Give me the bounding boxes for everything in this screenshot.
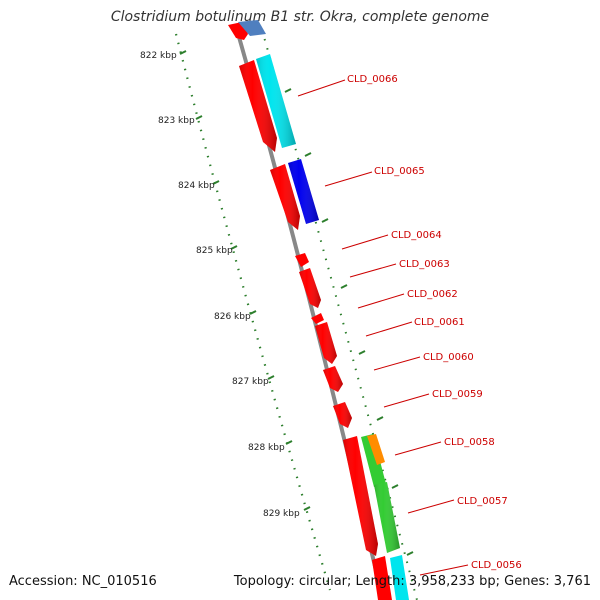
gene-label[interactable]: CLD_0058	[444, 437, 495, 448]
ruler-tick	[195, 115, 203, 120]
gene-label[interactable]: CLD_0063	[399, 259, 450, 270]
ruler-tick-label: 825 kbp	[196, 246, 233, 256]
ruler-tick	[249, 310, 257, 315]
gene-label[interactable]: CLD_0065	[374, 166, 425, 177]
gene-label[interactable]: CLD_0057	[457, 496, 508, 507]
ruler-ticks: 822 kbp 823 kbp 824 kbp 825 kbp 826 kbp …	[140, 50, 311, 519]
gene-label[interactable]: CLD_0064	[391, 230, 442, 241]
genome-title: Clostridium botulinum B1 str. Okra, comp…	[110, 9, 490, 25]
gene-labels: CLD_0066 CLD_0065 CLD_0064 CLD_0063 CLD_…	[297, 74, 522, 576]
gene-block[interactable]	[367, 434, 385, 465]
gene-block[interactable]	[361, 434, 386, 487]
ruler-tick	[179, 50, 187, 55]
outer-track-ticks	[284, 88, 414, 556]
gene-block[interactable]	[390, 555, 409, 600]
ruler-tick	[303, 506, 311, 511]
ruler-tick-label: 829 kbp	[263, 509, 300, 519]
gene-label[interactable]: CLD_0066	[347, 74, 398, 85]
ruler-tick-label: 822 kbp	[140, 51, 177, 61]
ruler-tick-label: 827 kbp	[232, 377, 269, 387]
gene-block[interactable]	[372, 556, 392, 600]
gene-block[interactable]	[238, 20, 266, 36]
gene-block[interactable]	[295, 253, 309, 267]
gene-features[interactable]	[228, 20, 409, 600]
gene-label[interactable]: CLD_0059	[432, 389, 483, 400]
ruler-tick	[212, 180, 220, 185]
ruler-tick-label: 826 kbp	[214, 312, 251, 322]
gene-label[interactable]: CLD_0060	[423, 352, 474, 363]
gene-label[interactable]: CLD_0062	[407, 289, 458, 300]
ruler-tick	[267, 375, 275, 380]
ruler-tick	[230, 245, 238, 250]
gene-label[interactable]: CLD_0056	[471, 560, 522, 571]
ruler-tick	[285, 440, 293, 445]
ruler-tick-label: 823 kbp	[158, 116, 195, 126]
ruler-tick-label: 828 kbp	[248, 443, 285, 453]
accession-text: Accession: NC_010516	[9, 574, 157, 589]
gene-block[interactable]	[311, 313, 324, 324]
gene-label[interactable]: CLD_0061	[414, 317, 465, 328]
ruler-tick-label: 824 kbp	[178, 181, 215, 191]
topology-text: Topology: circular; Length: 3,958,233 bp…	[233, 574, 591, 589]
